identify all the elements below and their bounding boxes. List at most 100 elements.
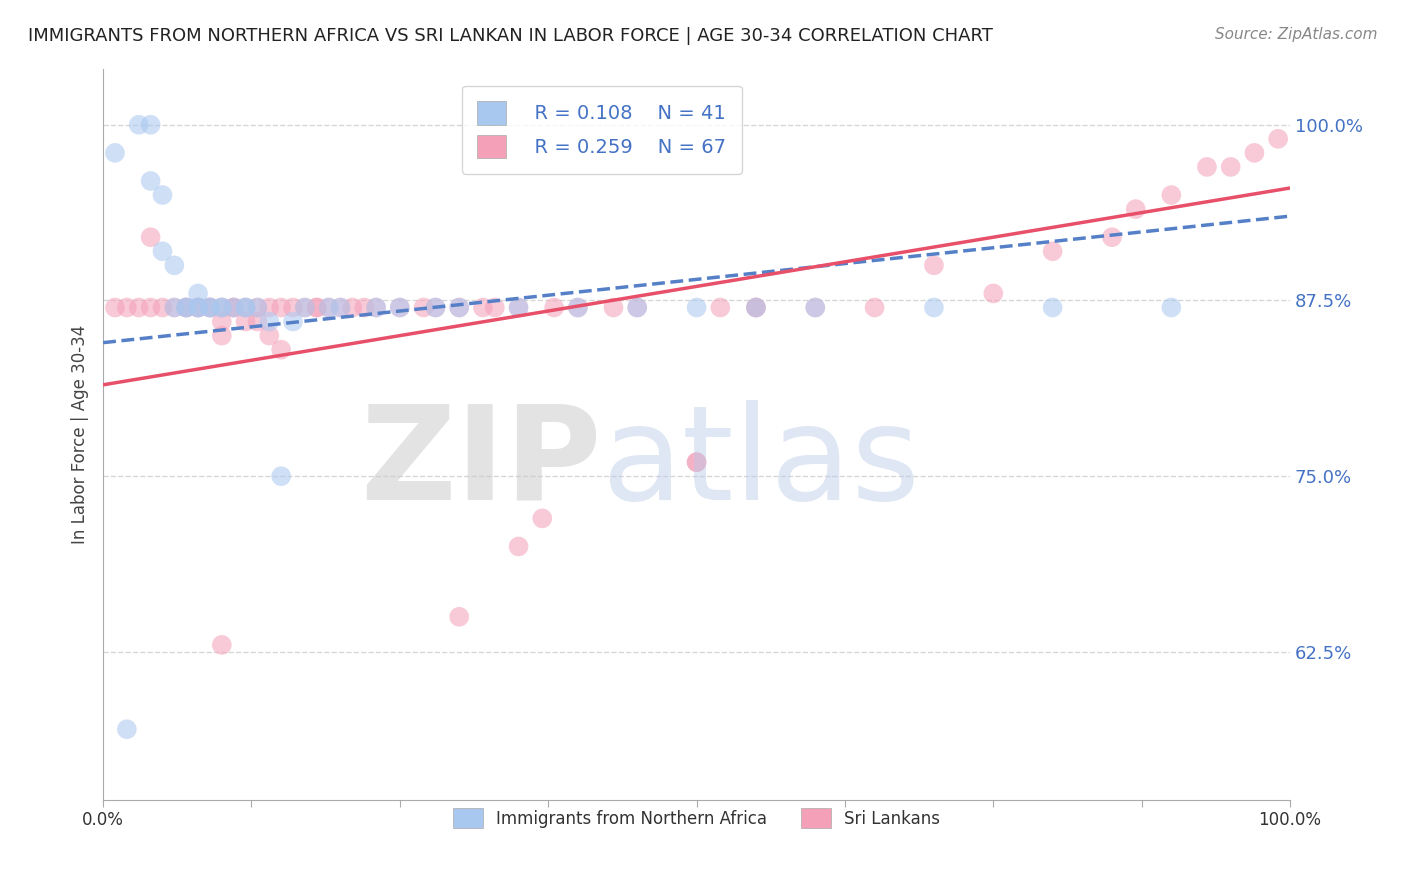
Point <box>388 301 411 315</box>
Point <box>270 301 292 315</box>
Point <box>425 301 447 315</box>
Point <box>1160 301 1182 315</box>
Point <box>139 174 162 188</box>
Point <box>1160 188 1182 202</box>
Point <box>366 301 388 315</box>
Point <box>174 301 197 315</box>
Point <box>235 301 257 315</box>
Point <box>222 301 245 315</box>
Point <box>270 469 292 483</box>
Point <box>567 301 589 315</box>
Point <box>198 301 221 315</box>
Point <box>152 188 174 202</box>
Point <box>804 301 827 315</box>
Point <box>294 301 316 315</box>
Point <box>222 301 245 315</box>
Y-axis label: In Labor Force | Age 30-34: In Labor Force | Age 30-34 <box>72 325 89 543</box>
Point <box>1267 132 1289 146</box>
Point <box>281 301 304 315</box>
Point <box>163 301 186 315</box>
Point <box>152 244 174 259</box>
Point <box>174 301 197 315</box>
Point <box>211 314 233 328</box>
Point <box>508 540 530 554</box>
Point <box>104 145 127 160</box>
Point <box>449 301 471 315</box>
Point <box>211 301 233 315</box>
Point <box>745 301 768 315</box>
Point <box>981 286 1004 301</box>
Point <box>602 301 624 315</box>
Point <box>128 301 150 315</box>
Point <box>211 328 233 343</box>
Point <box>922 301 945 315</box>
Point <box>211 301 233 315</box>
Point <box>342 301 364 315</box>
Point <box>449 609 471 624</box>
Point <box>685 455 707 469</box>
Point <box>745 301 768 315</box>
Point <box>1219 160 1241 174</box>
Point <box>425 301 447 315</box>
Point <box>709 301 731 315</box>
Point <box>139 118 162 132</box>
Point <box>198 301 221 315</box>
Point <box>198 301 221 315</box>
Point <box>187 301 209 315</box>
Point <box>1042 244 1064 259</box>
Point <box>259 328 281 343</box>
Point <box>922 258 945 272</box>
Point <box>187 301 209 315</box>
Point <box>294 301 316 315</box>
Point <box>508 301 530 315</box>
Point <box>115 723 138 737</box>
Point <box>449 301 471 315</box>
Point <box>198 301 221 315</box>
Point <box>187 301 209 315</box>
Point <box>246 301 269 315</box>
Point <box>174 301 197 315</box>
Point <box>152 301 174 315</box>
Text: Source: ZipAtlas.com: Source: ZipAtlas.com <box>1215 27 1378 42</box>
Point <box>804 301 827 315</box>
Point <box>685 301 707 315</box>
Point <box>685 455 707 469</box>
Point <box>139 230 162 244</box>
Point <box>246 301 269 315</box>
Point <box>1243 145 1265 160</box>
Point <box>104 301 127 315</box>
Point <box>235 314 257 328</box>
Point <box>174 301 197 315</box>
Point <box>305 301 328 315</box>
Point <box>270 343 292 357</box>
Text: ZIP: ZIP <box>360 400 602 527</box>
Point <box>139 301 162 315</box>
Point <box>543 301 565 315</box>
Point <box>745 301 768 315</box>
Point <box>222 301 245 315</box>
Point <box>626 301 648 315</box>
Point <box>235 301 257 315</box>
Point <box>259 301 281 315</box>
Point <box>115 301 138 315</box>
Point <box>163 301 186 315</box>
Point <box>211 638 233 652</box>
Point <box>863 301 886 315</box>
Point <box>567 301 589 315</box>
Point <box>259 314 281 328</box>
Point <box>626 301 648 315</box>
Point <box>163 258 186 272</box>
Text: atlas: atlas <box>602 400 921 527</box>
Point <box>366 301 388 315</box>
Point <box>531 511 554 525</box>
Text: IMMIGRANTS FROM NORTHERN AFRICA VS SRI LANKAN IN LABOR FORCE | AGE 30-34 CORRELA: IMMIGRANTS FROM NORTHERN AFRICA VS SRI L… <box>28 27 993 45</box>
Point <box>211 301 233 315</box>
Point <box>318 301 340 315</box>
Point <box>1042 301 1064 315</box>
Point <box>329 301 352 315</box>
Point <box>235 301 257 315</box>
Point <box>128 118 150 132</box>
Point <box>305 301 328 315</box>
Point <box>1195 160 1218 174</box>
Point <box>508 301 530 315</box>
